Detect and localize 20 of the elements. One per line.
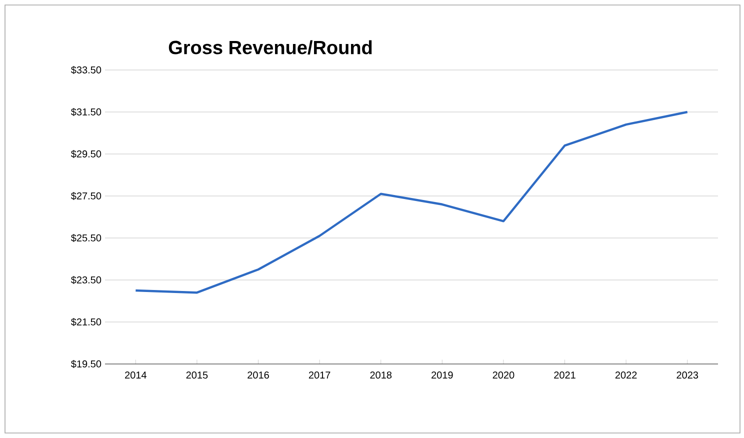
- y-tick-label: $25.50: [71, 234, 102, 242]
- y-tick-label: $33.50: [71, 66, 102, 74]
- y-tick-label: $21.50: [71, 318, 102, 326]
- y-tick-label: $23.50: [71, 276, 102, 284]
- x-tick-label: 2020: [492, 372, 514, 379]
- y-tick-label: $27.50: [71, 192, 102, 200]
- x-tick-label: 2022: [615, 372, 637, 379]
- chart-title: Gross Revenue/Round: [168, 40, 372, 54]
- y-tick-label: $31.50: [71, 108, 102, 116]
- y-tick-label: $29.50: [71, 150, 102, 158]
- x-tick-label: 2016: [248, 372, 269, 379]
- x-tick-label: 2017: [308, 372, 330, 379]
- x-tick-label: 2014: [125, 372, 146, 379]
- x-tick-label: 2019: [432, 372, 453, 379]
- line-series: [134, 110, 688, 294]
- x-tick-label: 2015: [186, 372, 208, 379]
- x-tick-label: 2023: [676, 372, 698, 379]
- y-tick-label: $19.50: [71, 360, 102, 368]
- x-tick-label: 2021: [554, 372, 576, 379]
- x-tick-label: 2018: [370, 372, 392, 379]
